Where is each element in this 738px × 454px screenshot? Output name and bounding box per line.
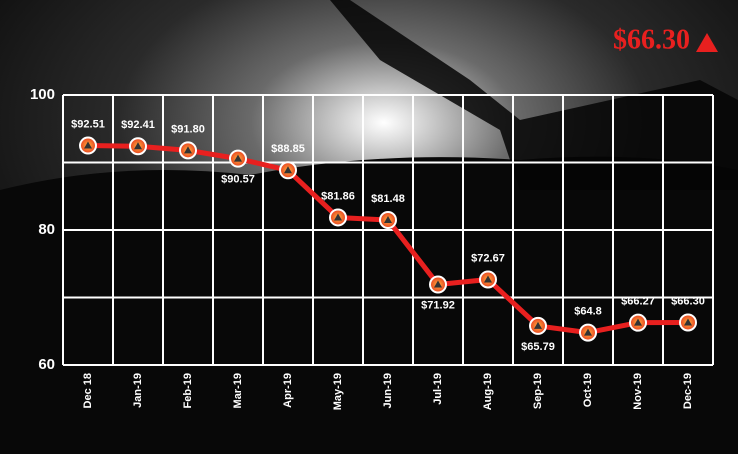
value-label: $64.8 xyxy=(574,306,602,318)
up-arrow xyxy=(696,33,718,52)
x-tick-label: Dec 18 xyxy=(82,373,94,408)
marker-group xyxy=(179,141,197,160)
marker-group xyxy=(629,313,647,332)
x-tick-label: Jul-19 xyxy=(432,373,444,405)
x-tick-label: Apr-19 xyxy=(282,373,294,408)
x-tick-label: Dec-19 xyxy=(682,373,694,409)
marker-icon xyxy=(484,275,492,283)
value-label: $65.79 xyxy=(521,341,555,353)
value-label: $90.57 xyxy=(221,174,255,186)
x-tick-label: May-19 xyxy=(332,373,344,410)
value-label: $81.48 xyxy=(371,193,405,205)
value-label: $88.85 xyxy=(271,143,305,155)
marker-icon xyxy=(134,142,142,150)
marker-group xyxy=(529,316,547,335)
marker-group xyxy=(579,323,597,342)
marker-icon xyxy=(184,146,192,154)
marker-icon xyxy=(384,216,392,224)
marker-icon xyxy=(434,280,442,288)
y-tick-label: 100 xyxy=(30,86,55,103)
x-tick-label: Aug-19 xyxy=(482,373,494,410)
x-tick-label: Mar-19 xyxy=(232,373,244,408)
marker-icon xyxy=(334,213,342,221)
marker-icon xyxy=(234,154,242,162)
value-label: $91.80 xyxy=(171,123,205,135)
marker-group xyxy=(379,211,397,230)
value-label: $92.41 xyxy=(121,119,155,131)
value-label: $72.67 xyxy=(471,252,505,264)
value-label: $92.51 xyxy=(71,118,105,130)
marker-group xyxy=(229,149,247,168)
marker-group xyxy=(79,136,97,155)
marker-icon xyxy=(684,318,692,326)
x-tick-label: Oct-19 xyxy=(582,373,594,407)
value-label: $81.86 xyxy=(321,190,355,202)
marker-group xyxy=(329,208,347,227)
value-label: $66.30 xyxy=(671,295,705,307)
x-tick-label: Jun-19 xyxy=(382,373,394,408)
marker-icon xyxy=(534,321,542,329)
marker-icon xyxy=(284,166,292,174)
x-tick-label: Nov-19 xyxy=(632,373,644,410)
marker-group xyxy=(279,161,297,180)
value-label: $66.27 xyxy=(621,296,655,308)
excavator xyxy=(330,0,738,190)
marker-icon xyxy=(584,328,592,336)
marker-icon xyxy=(84,141,92,149)
headline: $66.30 xyxy=(613,24,690,55)
x-tick-label: Jan-19 xyxy=(132,373,144,408)
marker-group xyxy=(479,270,497,289)
marker-group xyxy=(429,275,447,294)
y-tick-label: 80 xyxy=(38,221,55,238)
x-tick-label: Feb-19 xyxy=(182,373,194,408)
value-label: $71.92 xyxy=(421,299,455,311)
x-tick-label: Sep-19 xyxy=(532,373,544,409)
marker-group xyxy=(129,137,147,156)
marker-group xyxy=(679,313,697,332)
marker-icon xyxy=(634,318,642,326)
y-tick-label: 60 xyxy=(38,356,55,373)
